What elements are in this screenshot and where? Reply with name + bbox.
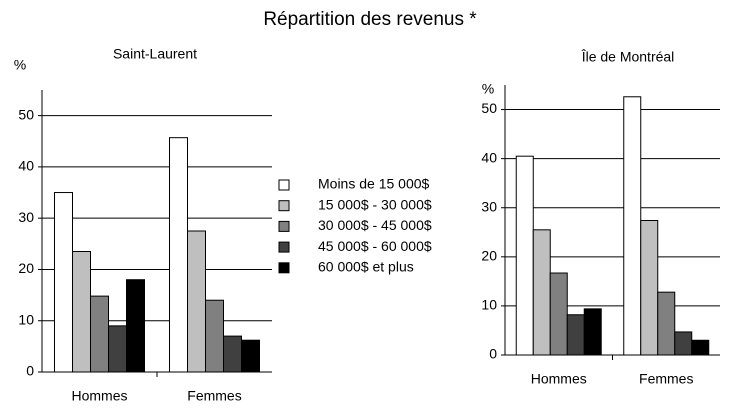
- legend-swatch: [278, 179, 290, 191]
- y-tick-label: 30: [481, 198, 497, 214]
- y-tick-label: 0: [489, 346, 497, 362]
- bar: [126, 279, 145, 373]
- bar: [241, 339, 260, 373]
- legend-swatch: [278, 241, 290, 253]
- legend-label: Moins de 15 000$: [318, 176, 430, 192]
- bar: [657, 291, 676, 356]
- bar: [532, 229, 551, 356]
- y-tick-label: 50: [18, 106, 34, 122]
- legend-label: 30 000$ - 45 000$: [318, 217, 432, 233]
- bar: [54, 192, 73, 373]
- legend-swatch: [278, 220, 290, 232]
- bar: [108, 325, 127, 373]
- y-tick-label: 20: [18, 260, 34, 276]
- bar: [205, 299, 224, 373]
- legend-label: 60 000$ et plus: [318, 259, 414, 275]
- x-tick-label: Femmes: [639, 371, 693, 387]
- bar: [223, 335, 242, 373]
- y-tick-label: 10: [481, 297, 497, 313]
- legend-label: 45 000$ - 60 000$: [318, 238, 432, 254]
- chart-subtitle: Île de Montréal: [581, 49, 675, 65]
- chart-subtitle: Saint-Laurent: [113, 46, 197, 62]
- x-tick-label: Femmes: [187, 388, 241, 404]
- bar: [623, 96, 642, 356]
- bar: [549, 272, 568, 356]
- legend-swatch: [278, 262, 290, 274]
- y-tick-label: 10: [18, 311, 34, 327]
- y-tick-label: 40: [481, 149, 497, 165]
- x-tick-label: Hommes: [531, 371, 587, 387]
- bar: [72, 251, 91, 373]
- chart-title: Répartition des revenus *: [263, 9, 477, 30]
- bar: [90, 295, 109, 373]
- y-tick-label: 0: [26, 363, 34, 379]
- x-tick-label: Hommes: [71, 388, 127, 404]
- bar: [674, 331, 693, 356]
- bar: [691, 339, 710, 356]
- y-tick-label: 20: [481, 248, 497, 264]
- bar: [583, 308, 602, 356]
- bar: [169, 137, 188, 373]
- y-axis-label: %: [482, 81, 494, 97]
- legend-label: 15 000$ - 30 000$: [318, 196, 432, 212]
- bar: [640, 219, 659, 356]
- y-axis-label: %: [14, 57, 26, 73]
- y-tick-label: 30: [18, 209, 34, 225]
- bar: [515, 155, 534, 356]
- bar: [566, 314, 585, 356]
- y-tick-label: 40: [18, 158, 34, 174]
- y-tick-label: 50: [481, 100, 497, 116]
- bar: [187, 230, 206, 373]
- legend-swatch: [278, 200, 290, 212]
